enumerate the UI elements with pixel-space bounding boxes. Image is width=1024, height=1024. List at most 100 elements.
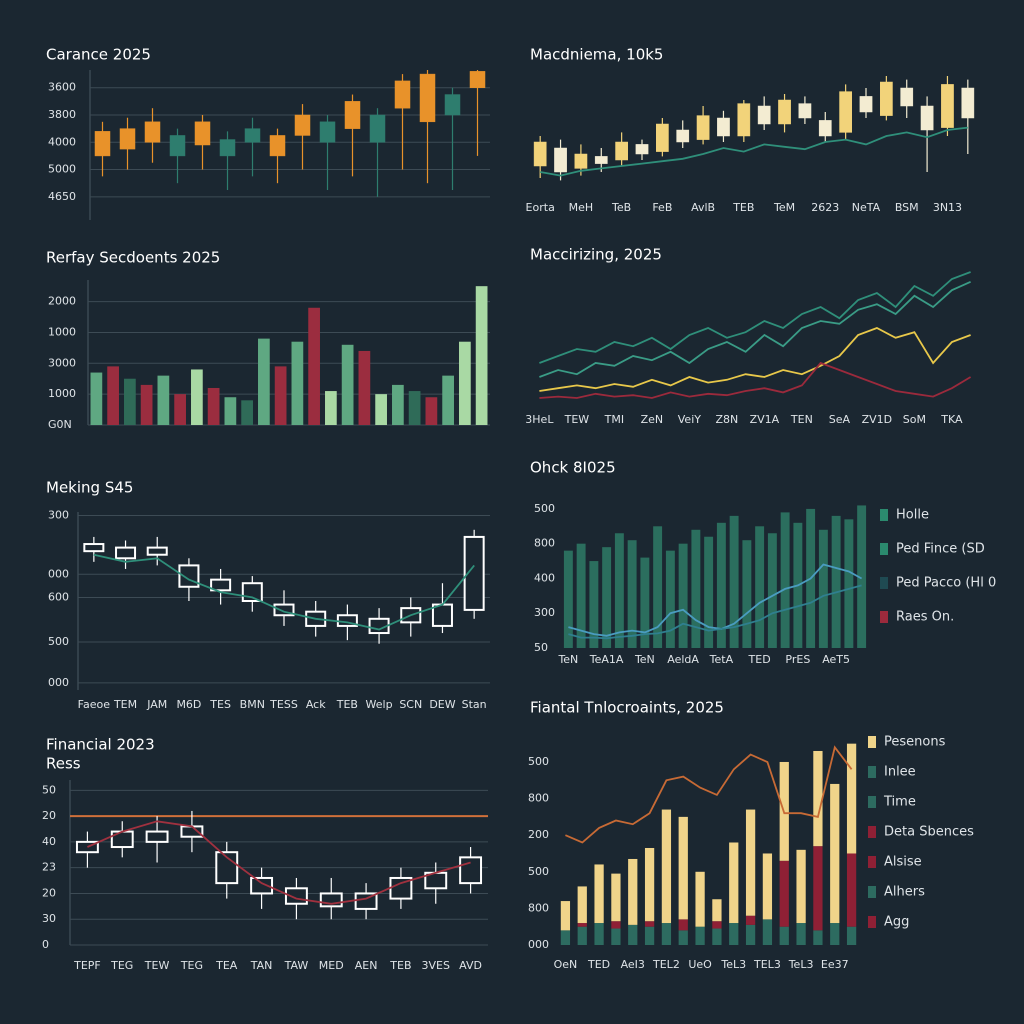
bar bbox=[560, 901, 571, 931]
legend-swatch bbox=[880, 611, 888, 623]
x-tick-label: SoM bbox=[903, 413, 926, 426]
x-tick-label: TeL3 bbox=[788, 958, 814, 971]
chart-title: Macdniema, 10k5 bbox=[530, 46, 663, 64]
bar bbox=[857, 505, 867, 648]
legend-label: Deta Sbences bbox=[884, 825, 974, 840]
candle-body bbox=[859, 96, 873, 113]
x-tick-label: TEB bbox=[732, 201, 754, 214]
bar bbox=[577, 926, 587, 945]
bar bbox=[614, 533, 624, 648]
x-tick-label: 3VES bbox=[422, 959, 450, 972]
x-tick-label: TEN bbox=[790, 413, 813, 426]
bar bbox=[661, 923, 672, 945]
x-tick-label: TEL2 bbox=[652, 958, 680, 971]
bar bbox=[678, 816, 688, 920]
bar bbox=[678, 919, 688, 931]
candle-body bbox=[676, 129, 690, 143]
bar bbox=[425, 397, 438, 425]
legend-swatch bbox=[868, 736, 876, 748]
candle-body bbox=[615, 141, 628, 161]
bar bbox=[207, 387, 220, 425]
candle-body bbox=[250, 876, 274, 895]
x-tick-label: TetA bbox=[709, 653, 734, 666]
candle-body bbox=[737, 103, 751, 137]
candle-body bbox=[144, 121, 161, 143]
bar bbox=[695, 871, 705, 927]
y-tick-label: 800 bbox=[528, 792, 549, 805]
candle-body bbox=[145, 830, 169, 843]
bar bbox=[628, 858, 638, 925]
candle-body bbox=[244, 128, 261, 143]
y-tick-label: 40 bbox=[42, 835, 56, 848]
bar bbox=[375, 394, 387, 425]
x-tick-label: TED bbox=[748, 653, 771, 666]
y-tick-label: 4000 bbox=[48, 135, 76, 148]
x-tick-label: TeN bbox=[634, 653, 655, 666]
bar bbox=[577, 923, 587, 927]
bar bbox=[408, 391, 421, 425]
x-tick-label: Z8N bbox=[715, 413, 738, 426]
y-tick-label: 2000 bbox=[48, 295, 76, 308]
y-tick-label: 800 bbox=[534, 537, 555, 550]
candle-body bbox=[635, 144, 649, 155]
bar bbox=[745, 915, 756, 925]
candle-body bbox=[463, 535, 485, 611]
x-tick-label: JAM bbox=[146, 698, 167, 711]
candle-body bbox=[469, 71, 486, 88]
x-tick-label: TEG bbox=[180, 959, 203, 972]
x-tick-label: TED bbox=[587, 958, 610, 971]
bar bbox=[627, 540, 637, 648]
y-tick-label: 50 bbox=[42, 783, 56, 796]
legend-swatch bbox=[868, 916, 876, 928]
x-tick-label: TEW bbox=[564, 413, 590, 426]
candle-body bbox=[419, 73, 436, 123]
bar bbox=[678, 543, 688, 648]
x-tick-label: TEM bbox=[113, 698, 137, 711]
legend-swatch bbox=[880, 509, 888, 521]
x-tick-label: TEB bbox=[389, 959, 411, 972]
bar bbox=[695, 926, 705, 945]
x-tick-label: TAW bbox=[284, 959, 309, 972]
y-tick-label: 4650 bbox=[48, 190, 76, 203]
x-tick-label: AEN bbox=[355, 959, 378, 972]
bar bbox=[577, 886, 587, 924]
line-series bbox=[87, 820, 471, 905]
x-tick-label: TEB bbox=[336, 698, 358, 711]
candle-body bbox=[839, 91, 852, 133]
y-tick-label: 20 bbox=[42, 886, 56, 899]
candle-body bbox=[210, 578, 232, 592]
bar bbox=[628, 924, 638, 945]
y-tick-label: 400 bbox=[534, 571, 555, 584]
x-tick-label: BSM bbox=[895, 201, 919, 214]
x-tick-label: Faeoe bbox=[78, 698, 111, 711]
x-tick-label: TEA bbox=[215, 959, 238, 972]
candle-body bbox=[778, 99, 791, 125]
bar bbox=[174, 394, 186, 425]
bar bbox=[742, 540, 752, 648]
y-tick-label: 3600 bbox=[48, 81, 76, 94]
bar bbox=[729, 842, 739, 924]
bar bbox=[767, 533, 777, 648]
bar bbox=[653, 526, 663, 648]
x-tick-label: SeA bbox=[829, 413, 851, 426]
candle-body bbox=[115, 546, 137, 560]
bar bbox=[611, 873, 621, 922]
x-tick-label: AVD bbox=[459, 959, 482, 972]
bar bbox=[442, 375, 454, 425]
candle-body bbox=[146, 546, 168, 556]
bar bbox=[291, 341, 304, 425]
line-series bbox=[565, 745, 853, 844]
bar bbox=[325, 391, 337, 425]
x-tick-label: Welp bbox=[366, 698, 393, 711]
bar bbox=[392, 384, 404, 425]
bar bbox=[124, 378, 136, 425]
line-series bbox=[568, 584, 862, 640]
bar bbox=[712, 899, 722, 922]
bar bbox=[589, 561, 599, 648]
candle-body bbox=[533, 141, 547, 167]
legend-swatch bbox=[868, 886, 876, 898]
x-tick-label: TeA1A bbox=[589, 653, 624, 666]
legend-label: Pesenons bbox=[884, 735, 946, 750]
x-tick-label: TeN bbox=[557, 653, 578, 666]
